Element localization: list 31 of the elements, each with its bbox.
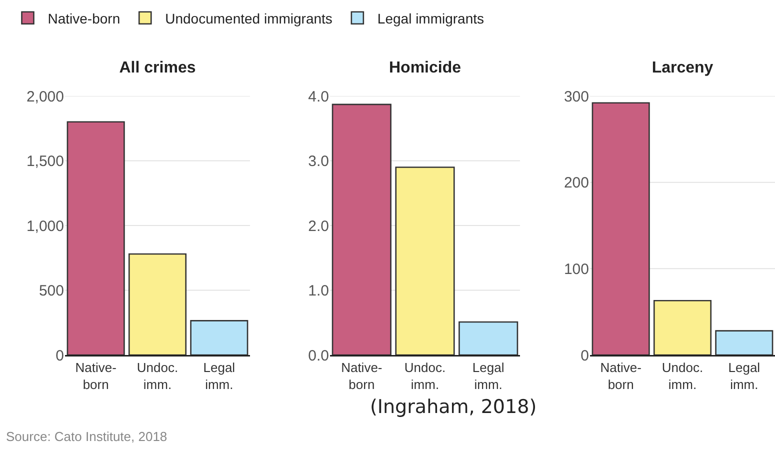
- y-tick-label: 0: [56, 347, 64, 364]
- source-note: Source: Cato Institute, 2018: [6, 429, 168, 444]
- x-tick-label: Legal imm.: [472, 360, 504, 392]
- x-tick-label: Native- born: [600, 360, 642, 392]
- y-tick-label: 0: [580, 347, 589, 364]
- chart-title: Homicide: [388, 60, 462, 77]
- y-tick-label: 1,000: [26, 218, 64, 235]
- y-tick-label: 2,000: [26, 88, 64, 106]
- legend-label: Undocumented immigrants: [165, 10, 332, 26]
- x-tick-label: Native- born: [75, 360, 116, 392]
- x-tick-label: Native- born: [341, 360, 382, 392]
- y-tick-label: 100: [564, 260, 589, 278]
- chart-title: Larceny: [652, 60, 714, 77]
- x-tick-label: Undoc. imm.: [136, 360, 178, 392]
- x-tick-label: Legal imm.: [728, 360, 760, 392]
- legend-label: Legal immigrants: [377, 10, 484, 26]
- y-tick-label: 200: [564, 174, 589, 192]
- y-tick-label: 4.0: [308, 88, 329, 106]
- chart-title: All crimes: [119, 60, 196, 77]
- y-tick-label: 500: [38, 282, 64, 300]
- x-tick-label: Legal imm.: [203, 360, 236, 392]
- y-tick-label: 2.0: [308, 218, 329, 235]
- text: (Ingraham, 2018): [370, 396, 537, 418]
- y-tick-label: 300: [564, 88, 589, 106]
- x-tick-label: Undoc. imm.: [404, 360, 446, 392]
- x-tick-label: Undoc. imm.: [662, 360, 704, 392]
- legend-label: Native-born: [48, 10, 120, 26]
- y-tick-label: 1.0: [308, 282, 329, 300]
- y-tick-label: 0.0: [308, 347, 329, 364]
- y-tick-label: 1,500: [26, 153, 64, 170]
- y-tick-label: 3.0: [308, 153, 329, 170]
